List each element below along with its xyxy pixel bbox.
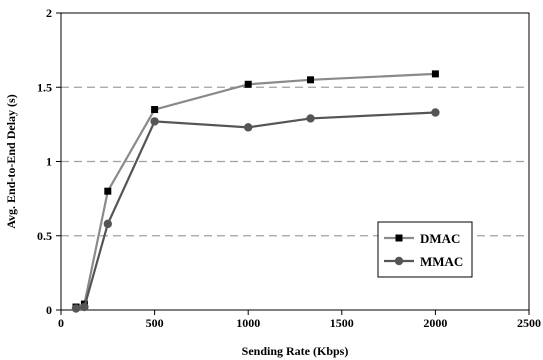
x-tick-label: 1000 xyxy=(236,316,260,330)
legend-label: DMAC xyxy=(420,231,460,246)
x-axis: 0 500 1000 1500 2000 2500 xyxy=(58,310,541,330)
mmac-line xyxy=(76,112,435,308)
series-mmac xyxy=(72,108,440,312)
dmac-point xyxy=(432,70,439,77)
mmac-point xyxy=(72,304,80,312)
x-tick-label: 0 xyxy=(58,316,64,330)
y-axis: 0 0.5 1 1.5 2 xyxy=(37,6,61,317)
mmac-point xyxy=(431,108,439,116)
dmac-point xyxy=(104,188,111,195)
x-axis-title: Sending Rate (Kbps) xyxy=(242,344,349,358)
x-tick-label: 1500 xyxy=(330,316,354,330)
mmac-point xyxy=(104,220,112,228)
mmac-point xyxy=(244,123,252,131)
x-tick-label: 2000 xyxy=(423,316,447,330)
mmac-point xyxy=(80,303,88,311)
mmac-point xyxy=(395,257,403,265)
y-tick-label: 0.5 xyxy=(37,229,52,243)
legend: DMAC MMAC xyxy=(378,222,472,277)
dmac-point xyxy=(307,76,314,83)
y-axis-title: Avg. End-to-End Delay (s) xyxy=(4,94,18,228)
legend-label: MMAC xyxy=(420,254,463,269)
y-tick-label: 2 xyxy=(46,6,52,20)
mmac-point xyxy=(306,114,314,122)
grid-lines xyxy=(61,87,529,236)
y-tick-label: 0 xyxy=(46,303,52,317)
mmac-point xyxy=(150,117,158,125)
dmac-point xyxy=(151,106,158,113)
x-tick-label: 2500 xyxy=(517,316,541,330)
y-tick-label: 1 xyxy=(46,155,52,169)
dmac-point xyxy=(396,235,403,242)
y-tick-label: 1.5 xyxy=(37,80,52,94)
x-tick-label: 500 xyxy=(146,316,164,330)
dmac-point xyxy=(245,81,252,88)
